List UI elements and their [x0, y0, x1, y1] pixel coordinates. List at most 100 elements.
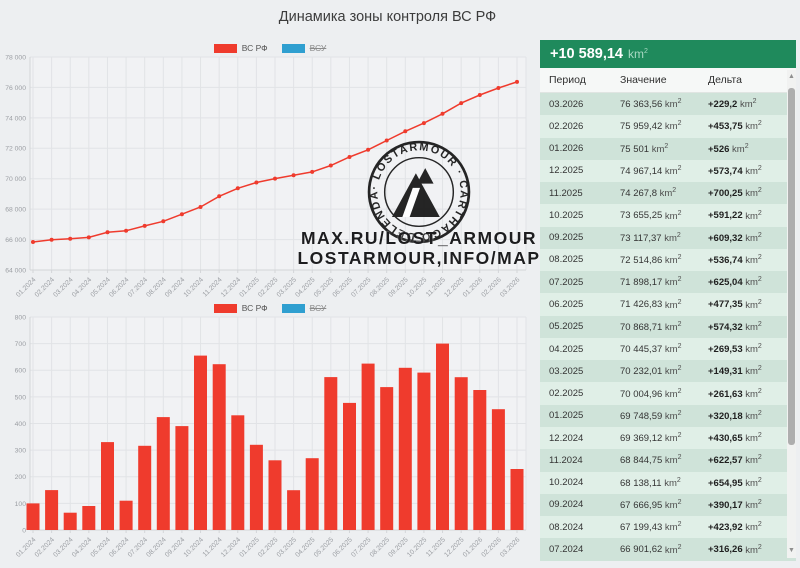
svg-text:64 000: 64 000	[5, 267, 26, 274]
value-cell: 73 117,37 km2	[620, 231, 681, 244]
total-delta-value: +10 589,14	[550, 46, 623, 62]
summary-table-panel: +10 589,14 km2 Период Значение Дельта 03…	[540, 40, 796, 561]
value-cell: 67 199,43 km2	[620, 521, 682, 534]
period-cell: 03.2025	[549, 365, 584, 377]
table-row: 06.2025 71 426,83 km2 +477,35 km2	[540, 293, 796, 316]
delta-cell: +423,92 km2	[708, 521, 762, 534]
value-cell: 69 748,59 km2	[620, 409, 682, 422]
col-value: Значение	[620, 74, 667, 86]
svg-text:300: 300	[15, 448, 27, 455]
bar-chart-legend: ВС РФ ВСУ	[0, 302, 540, 314]
svg-text:200: 200	[15, 474, 27, 481]
line-chart-legend: ВС РФ ВСУ	[0, 42, 540, 54]
svg-text:400: 400	[15, 421, 27, 428]
period-cell: 12.2024	[549, 432, 584, 444]
period-cell: 05.2025	[549, 321, 584, 333]
svg-text:10.2025: 10.2025	[406, 536, 428, 558]
svg-text:700: 700	[15, 341, 27, 348]
value-cell: 70 445,37 km2	[620, 342, 682, 356]
value-cell: 74 967,14 km2	[620, 164, 682, 177]
value-cell: 66 901,62 km2	[620, 543, 682, 556]
delta-cell: +477,35 km2	[708, 298, 762, 311]
period-cell: 02.2026	[549, 120, 584, 132]
delta-cell: +591,22 km2	[708, 209, 762, 222]
table-row: 12.2025 74 967,14 km2 +573,74 km2	[540, 159, 796, 183]
scroll-down-icon[interactable]: ▼	[788, 547, 795, 554]
svg-text:66 000: 66 000	[5, 237, 26, 244]
delta-cell: +430,65 km2	[708, 432, 762, 445]
period-cell: 04.2025	[549, 343, 584, 355]
delta-cell: +526 km2	[708, 142, 749, 155]
table-row: 11.2025 74 267,8 km2 +700,25 km2	[540, 182, 796, 205]
legend-label: ВСУ	[309, 43, 327, 53]
legend-label: ВСУ	[309, 303, 327, 313]
value-cell: 74 267,8 km2	[620, 187, 677, 200]
legend-item-vsrf[interactable]: ВС РФ	[213, 43, 268, 53]
svg-text:10.2024: 10.2024	[183, 276, 205, 298]
svg-text:10.2024: 10.2024	[183, 536, 205, 558]
delta-cell: +269,53 km2	[708, 342, 762, 356]
legend-swatch	[213, 43, 237, 53]
scroll-up-icon[interactable]: ▲	[788, 73, 795, 80]
value-cell: 71 898,17 km2	[620, 276, 682, 289]
table-row: 02.2025 70 004,96 km2 +261,63 km2	[540, 382, 796, 405]
table-row: 10.2025 73 655,25 km2 +591,22 km2	[540, 204, 796, 227]
svg-text:74 000: 74 000	[5, 115, 26, 122]
table-row: 01.2026 75 501 km2 +526 km2	[540, 137, 796, 160]
table-row: 09.2024 67 666,95 km2 +390,17 km2	[540, 493, 796, 517]
legend-swatch	[213, 303, 237, 313]
delta-cell: +149,31 km2	[708, 365, 762, 378]
value-cell: 70 868,71 km2	[620, 320, 682, 333]
svg-text:600: 600	[15, 368, 27, 375]
legend-item-vsu[interactable]: ВСУ	[281, 303, 327, 313]
svg-text:70 000: 70 000	[5, 176, 26, 183]
delta-cell: +609,32 km2	[708, 231, 762, 244]
period-cell: 08.2025	[549, 254, 584, 266]
legend-item-vsrf[interactable]: ВС РФ	[213, 303, 268, 313]
bar-chart[interactable]: 010020030040050060070080001.202402.20240…	[0, 300, 540, 568]
value-cell: 71 426,83 km2	[620, 298, 682, 311]
period-cell: 09.2025	[549, 232, 584, 244]
value-cell: 67 666,95 km2	[620, 498, 682, 511]
table-row: 08.2025 72 514,86 km2 +536,74 km2	[540, 248, 796, 272]
value-cell: 70 232,01 km2	[620, 365, 682, 378]
table-row: 03.2026 76 363,56 km2 +229,2 km2	[540, 93, 796, 116]
svg-text:03.2026: 03.2026	[499, 276, 521, 298]
period-cell: 01.2025	[549, 410, 584, 422]
value-cell: 68 138,11 km2	[620, 476, 681, 489]
table-row: 07.2024 66 901,62 km2 +316,26 km2	[540, 538, 796, 561]
delta-cell: +390,17 km2	[708, 498, 762, 511]
scrollbar-thumb[interactable]	[788, 88, 795, 445]
value-cell: 75 501 km2	[620, 142, 669, 155]
delta-cell: +573,74 km2	[708, 164, 762, 177]
delta-cell: +229,2 km2	[708, 98, 757, 111]
table-row: 03.2025 70 232,01 km2 +149,31 km2	[540, 360, 796, 383]
total-delta-badge: +10 589,14 km2	[540, 40, 796, 68]
col-delta: Дельта	[708, 74, 742, 86]
lostarmour-stamp-logo: · LOSTARMOUR · CARTHAGO DELENDA EST	[367, 140, 471, 244]
legend-item-vsu[interactable]: ВСУ	[281, 43, 327, 53]
svg-text:68 000: 68 000	[5, 207, 26, 214]
value-cell: 75 959,42 km2	[620, 120, 682, 133]
value-cell: 76 363,56 km2	[620, 98, 682, 111]
delta-cell: +320,18 km2	[708, 409, 762, 422]
legend-label: ВС РФ	[241, 43, 268, 53]
delta-cell: +700,25 km2	[708, 187, 762, 200]
delta-cell: +654,95 km2	[708, 476, 762, 489]
legend-swatch	[281, 43, 305, 53]
table-scrollbar[interactable]: ▲ ▼	[787, 70, 796, 558]
period-cell: 07.2025	[549, 276, 584, 288]
table-row: 02.2026 75 959,42 km2 +453,75 km2	[540, 115, 796, 138]
value-cell: 73 655,25 km2	[620, 209, 682, 222]
svg-text:100: 100	[15, 501, 27, 508]
legend-swatch	[281, 303, 305, 313]
value-cell: 70 004,96 km2	[620, 387, 682, 400]
svg-text:72 000: 72 000	[5, 146, 26, 153]
svg-text:78 000: 78 000	[5, 54, 26, 61]
period-cell: 11.2025	[549, 187, 583, 199]
legend-label: ВС РФ	[241, 303, 268, 313]
period-cell: 11.2024	[549, 454, 583, 466]
svg-text:800: 800	[15, 314, 27, 321]
table-row: 04.2025 70 445,37 km2 +269,53 km2	[540, 337, 796, 361]
table-header-row: Период Значение Дельта	[540, 68, 796, 93]
